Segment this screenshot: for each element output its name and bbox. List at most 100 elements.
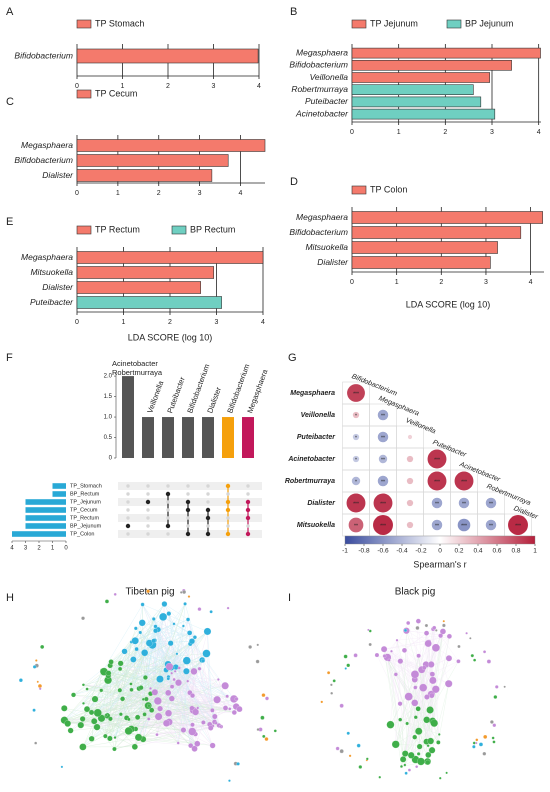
significance-label: *** (353, 391, 359, 397)
network-node (401, 647, 407, 653)
network-edge (173, 623, 190, 633)
network-edge (384, 655, 409, 697)
network-edge (101, 690, 210, 725)
network-edge (108, 629, 159, 676)
network-edge (387, 657, 424, 688)
network-node (415, 618, 421, 624)
network-node (168, 695, 175, 702)
network-edge (128, 676, 169, 720)
network-edge (170, 643, 221, 727)
network-node (113, 736, 117, 739)
network-edge (114, 729, 184, 750)
network-edge (145, 641, 193, 678)
x-tick-label: 1 (116, 190, 120, 197)
network-node (99, 688, 104, 693)
network-edge (114, 618, 154, 738)
network-edge (390, 679, 415, 725)
matrix-dot-empty (246, 524, 250, 528)
network-node (105, 670, 112, 676)
network-edge (82, 660, 187, 748)
network-edge (395, 674, 431, 711)
network-edge (114, 708, 162, 738)
network-node (187, 630, 193, 636)
network-node (417, 757, 425, 766)
network-title: Tibetan pig (125, 587, 174, 598)
network-edge (134, 718, 149, 747)
matrix-dot (225, 499, 231, 505)
network-edge (82, 603, 186, 748)
network-edge (82, 710, 152, 720)
network-edge (383, 649, 420, 747)
network-node (256, 728, 260, 731)
category-label: Bifidobacterium (289, 227, 348, 237)
network-edge (434, 689, 436, 724)
network-node (32, 708, 36, 712)
network-node (153, 624, 158, 629)
x-tick-label: 3 (484, 279, 488, 286)
network-edge (187, 619, 204, 661)
network-node (368, 642, 372, 647)
network-edge (138, 686, 173, 689)
category-label: Megasphaera (21, 140, 73, 150)
network-node (327, 671, 331, 675)
network-edge (195, 712, 198, 744)
matrix-dot (205, 507, 211, 513)
network-edge (131, 641, 192, 643)
bar (76, 154, 229, 167)
significance-label: *** (434, 457, 440, 463)
network-node (335, 746, 340, 751)
network-node (201, 720, 206, 725)
network-edge (168, 613, 177, 668)
row-label: Robertmurraya (285, 478, 335, 485)
network-node (472, 745, 476, 749)
network-node (228, 779, 231, 782)
network-edge (415, 687, 429, 746)
network-edge (408, 622, 429, 644)
network-edge (96, 660, 187, 728)
network-node (186, 617, 191, 622)
network-edge (142, 604, 208, 632)
network-edge (189, 660, 204, 693)
network-edge (91, 652, 145, 739)
network-node (34, 741, 38, 745)
network-edge (155, 630, 193, 732)
network-edge (429, 658, 450, 711)
network-edge (388, 660, 405, 766)
network-node (438, 633, 443, 639)
network-edge (154, 682, 179, 693)
network-node (189, 705, 195, 711)
x-axis-label: LDA SCORE (log 10) (128, 332, 213, 342)
intersection-label: Dialister (205, 385, 223, 414)
category-label: Puteibacter (30, 297, 74, 307)
network-node (202, 649, 211, 658)
intersection-bar (142, 417, 154, 458)
network-edge (83, 684, 237, 707)
colorbar-tick-label: 1 (533, 548, 537, 555)
network-node (424, 630, 430, 636)
significance-label: *** (515, 523, 521, 529)
bar (76, 281, 201, 294)
network-edge (136, 648, 222, 727)
x-tick-label: 2 (157, 190, 161, 197)
network-node (131, 637, 139, 645)
network-edge (110, 648, 137, 666)
network-node (180, 727, 187, 733)
network-node (403, 763, 407, 767)
network-node (83, 706, 91, 713)
network-edge (155, 630, 167, 670)
x-tick-label: 1 (395, 279, 399, 286)
network-edge (64, 700, 158, 721)
network-node (156, 675, 164, 683)
network-edge (105, 731, 193, 737)
network-edge (130, 683, 235, 713)
network-node (60, 765, 64, 769)
network-edge (178, 631, 208, 744)
row-label: Veillonella (301, 412, 335, 419)
network-edge (418, 664, 427, 754)
network-edge (174, 679, 240, 710)
network-node (412, 734, 418, 740)
network-edge (87, 688, 221, 727)
network-node (397, 658, 404, 664)
set-label: TP_Cecum (70, 507, 98, 513)
